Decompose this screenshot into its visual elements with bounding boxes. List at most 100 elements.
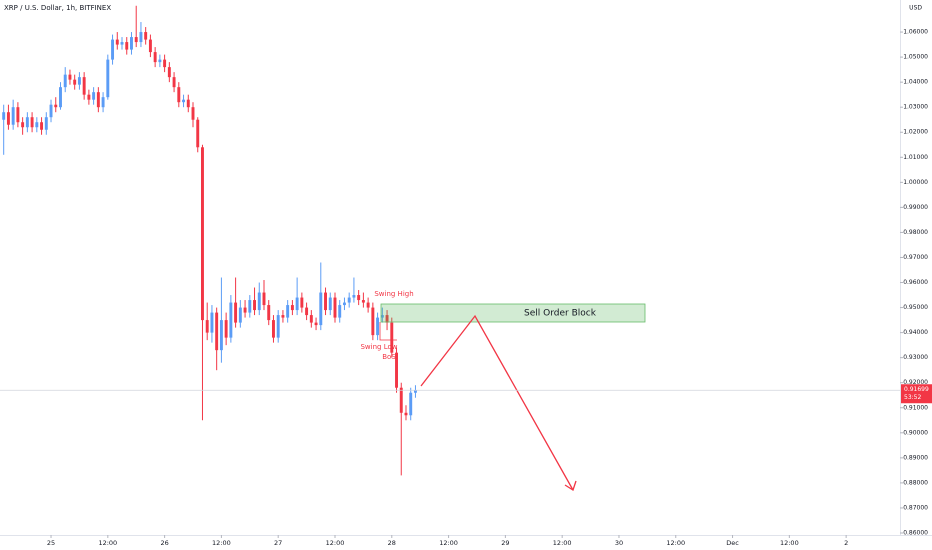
candle-body	[163, 59, 167, 68]
x-tick-label: 26	[160, 539, 168, 547]
candle-body	[390, 322, 394, 353]
candle-body	[338, 305, 342, 318]
candle-body	[300, 297, 304, 308]
y-tick-label: 1.02000	[903, 129, 928, 136]
y-tick-label: 0.92000	[903, 379, 928, 386]
candle-body	[319, 292, 323, 326]
candle-body	[347, 297, 351, 303]
candle-body	[238, 307, 242, 323]
y-tick-label: 0.88000	[903, 479, 928, 486]
candle-body	[357, 295, 361, 301]
candle-body	[371, 307, 375, 336]
candle-body	[73, 79, 77, 85]
candle-body	[120, 42, 124, 45]
y-tick-label: 0.93000	[903, 354, 928, 361]
y-tick-label: 1.05000	[903, 54, 928, 61]
candle-body	[186, 99, 190, 108]
candle-body	[342, 302, 346, 306]
candle-body	[40, 122, 44, 130]
candle-body	[305, 307, 309, 316]
x-tick-label: 2	[844, 539, 848, 547]
candle-body	[153, 52, 157, 63]
y-tick-label: 0.94000	[903, 329, 928, 336]
y-tick-label: 0.90000	[903, 429, 928, 436]
candle-body	[404, 412, 408, 416]
y-tick-label: 0.86000	[903, 529, 928, 536]
candle-body	[68, 74, 72, 80]
projection-arrow	[420, 314, 574, 491]
candle-body	[21, 122, 25, 128]
candle-body	[328, 297, 332, 311]
currency: USD	[909, 5, 922, 12]
y-tick-label: 1.01000	[903, 154, 928, 161]
candle-body	[248, 300, 252, 313]
x-tick-label: 27	[274, 539, 282, 547]
candle-body	[286, 305, 290, 318]
x-tick-label: 12:00	[666, 539, 685, 547]
candle-body	[399, 387, 403, 413]
candle-body	[385, 315, 389, 323]
candle-body	[376, 317, 380, 336]
candle-body	[201, 147, 204, 321]
x-tick-label: 28	[388, 539, 396, 547]
y-tick-label: 0.89000	[903, 454, 928, 461]
x-tick-label: Dec	[726, 539, 739, 547]
x-tick-label: 12:00	[780, 539, 799, 547]
candle-body	[276, 315, 280, 338]
candle-body	[380, 315, 384, 318]
bos-label: BoS	[382, 353, 396, 361]
candle-body	[125, 42, 129, 50]
candle-body	[87, 94, 91, 100]
candle-body	[11, 107, 15, 125]
y-tick-label: 0.91000	[903, 404, 928, 411]
last-price-box	[901, 384, 932, 404]
candle-body	[361, 300, 365, 303]
candle-body	[281, 315, 285, 318]
swing-low-label: Swing Low	[360, 343, 397, 351]
candle-body	[295, 297, 299, 311]
candle-body	[352, 295, 356, 298]
candle-body	[224, 320, 228, 338]
candle-body	[290, 305, 294, 311]
candle-body	[44, 117, 48, 130]
candle-body	[63, 74, 67, 88]
candle-body	[35, 122, 39, 128]
arrow-head	[564, 480, 577, 491]
candle-body	[309, 315, 313, 323]
x-tick-label: 29	[501, 539, 509, 547]
x-tick-label: 12:00	[553, 539, 572, 547]
candle-body	[158, 59, 162, 63]
y-tick-label: 0.96000	[903, 279, 928, 286]
candle-body	[59, 87, 62, 108]
candle-body	[92, 92, 96, 100]
candle-body	[115, 39, 119, 45]
candle-body	[2, 112, 6, 120]
candle-body	[205, 320, 209, 333]
candle-body	[30, 117, 34, 128]
y-tick-label: 1.00000	[903, 179, 928, 186]
y-tick-label: 0.99000	[903, 204, 928, 211]
candle-body	[172, 77, 176, 88]
candle-body	[96, 92, 100, 108]
candle-body	[148, 39, 152, 53]
candle-body	[139, 32, 143, 43]
candle-body	[49, 104, 53, 118]
zone-label: Sell Order Block	[524, 309, 597, 319]
candle-body	[25, 117, 29, 128]
candle-body	[16, 107, 20, 123]
candle-body	[409, 392, 413, 416]
candle-body	[210, 312, 214, 333]
candle-body	[366, 302, 370, 308]
candle-body	[262, 292, 266, 306]
candle-body	[101, 97, 105, 108]
x-tick-label: 12:00	[212, 539, 231, 547]
swing-low-line	[379, 322, 397, 341]
candle-body	[314, 322, 318, 326]
candle-body	[82, 77, 86, 95]
candle-body	[191, 107, 195, 120]
candle-body	[253, 300, 257, 311]
candle-body	[243, 307, 247, 313]
candle-body	[106, 59, 110, 98]
candle-body	[234, 302, 238, 323]
